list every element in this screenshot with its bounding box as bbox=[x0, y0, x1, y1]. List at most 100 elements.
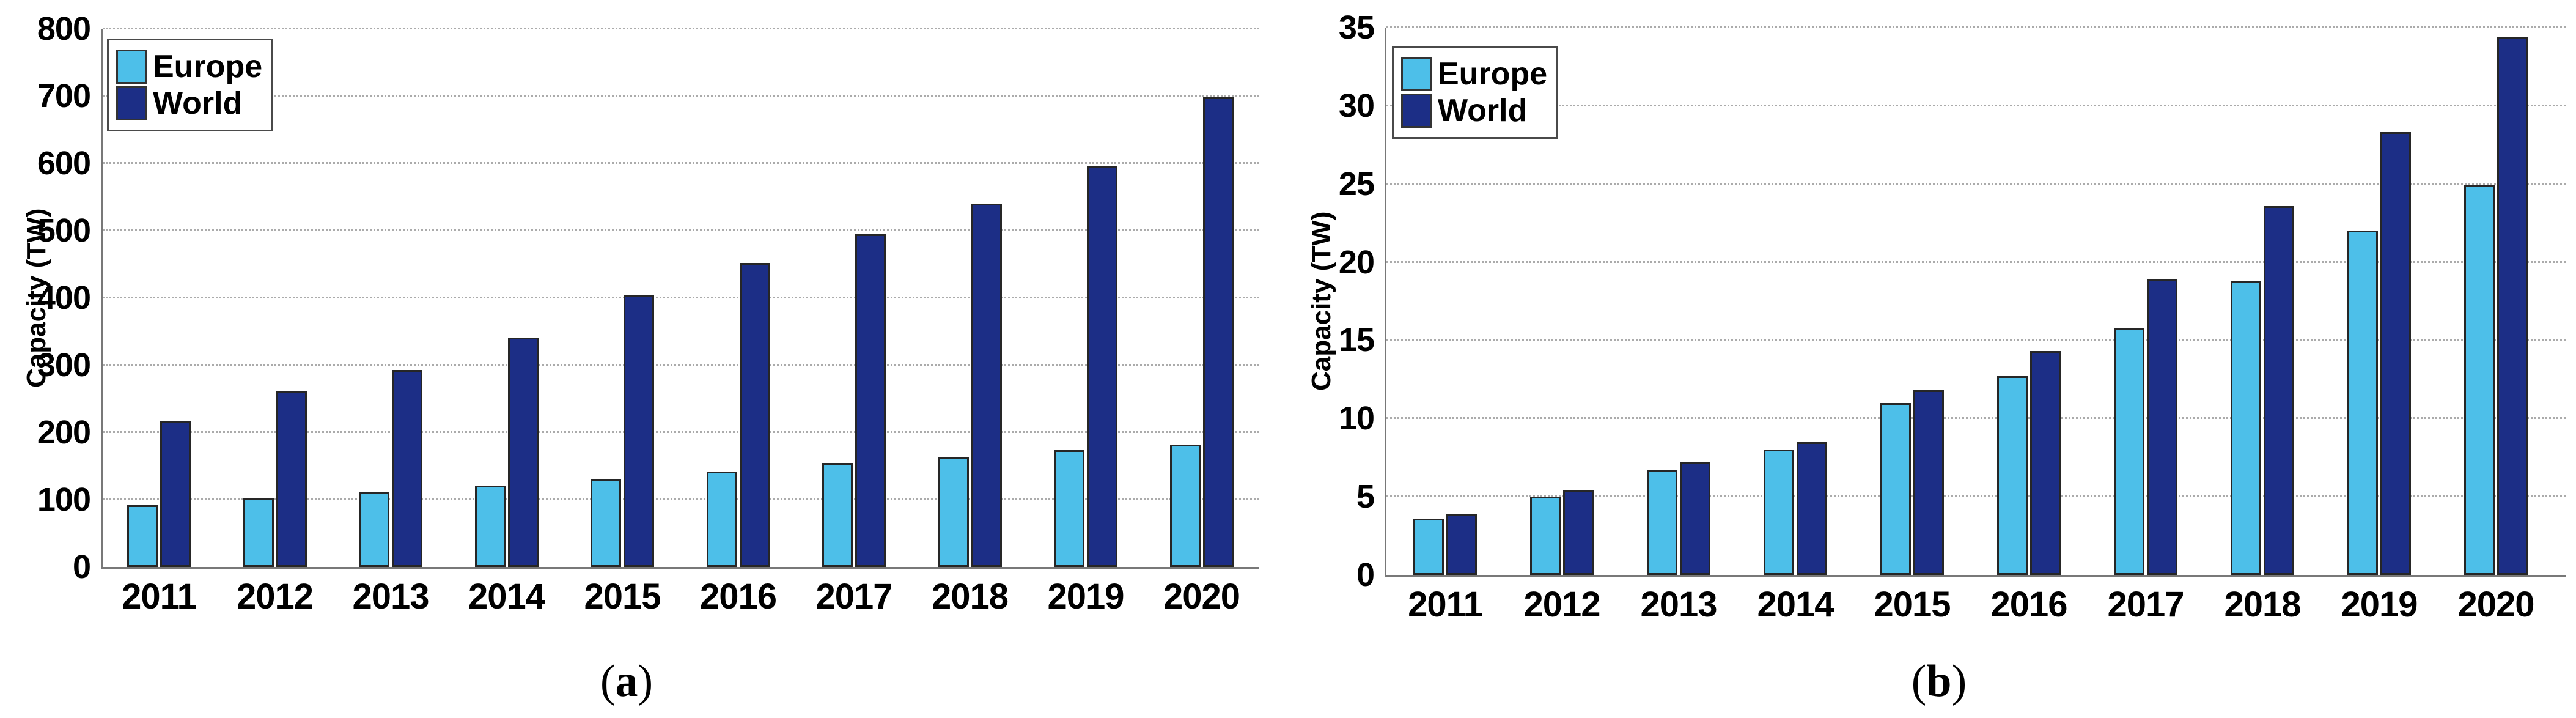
gridline-y-300 bbox=[103, 364, 1259, 366]
x-tick-label-2012: 2012 bbox=[236, 577, 314, 616]
x-axis-line bbox=[101, 567, 1259, 569]
bar-europe-2017 bbox=[822, 462, 853, 567]
bar-europe-2014 bbox=[474, 485, 506, 567]
bar-europe-2020 bbox=[2464, 185, 2495, 575]
y-tick-label-400: 400 bbox=[37, 279, 91, 316]
y-tick-label-800: 800 bbox=[37, 10, 91, 47]
legend-label-europe: Europe bbox=[1438, 56, 1548, 92]
gridline-y-25 bbox=[1386, 182, 2566, 185]
gridline-y-700 bbox=[103, 95, 1259, 97]
bar-world-2015 bbox=[1913, 390, 1944, 575]
bar-world-2016 bbox=[739, 262, 770, 567]
x-tick-label-2011: 2011 bbox=[1408, 585, 1483, 624]
legend-item-world: World bbox=[1401, 93, 1547, 128]
bar-europe-2013 bbox=[1647, 470, 1677, 575]
bar-world-2018 bbox=[971, 204, 1002, 567]
caption-open-paren: ( bbox=[1911, 656, 1927, 706]
bar-europe-2015 bbox=[1880, 402, 1911, 575]
bar-world-2016 bbox=[2030, 351, 2061, 575]
x-tick-label-2015: 2015 bbox=[1874, 585, 1951, 624]
y-axis-line bbox=[101, 29, 103, 569]
y-tick-label-5: 5 bbox=[1356, 478, 1375, 516]
gridline-y-35 bbox=[1386, 26, 2566, 28]
x-tick-label-2011: 2011 bbox=[122, 577, 197, 616]
caption-open-paren: ( bbox=[600, 656, 616, 706]
gridline-y-10 bbox=[1386, 417, 2566, 420]
bar-europe-2013 bbox=[359, 491, 389, 567]
x-tick-label-2013: 2013 bbox=[352, 577, 429, 616]
x-tick-label-2018: 2018 bbox=[2224, 585, 2301, 624]
gridline-y-100 bbox=[103, 498, 1259, 500]
x-tick-label-2019: 2019 bbox=[2341, 585, 2418, 624]
x-tick-label-2020: 2020 bbox=[1163, 577, 1240, 616]
bar-world-2014 bbox=[507, 337, 539, 567]
legend-label-world: World bbox=[1438, 93, 1528, 128]
bar-world-2020 bbox=[2497, 37, 2528, 575]
x-tick-label-2020: 2020 bbox=[2457, 585, 2534, 624]
legend-swatch-europe-icon bbox=[116, 50, 147, 84]
caption-letter: a bbox=[615, 656, 638, 706]
legend-swatch-europe-icon bbox=[1401, 57, 1432, 91]
caption-close-paren: ) bbox=[638, 656, 653, 706]
bar-europe-2012 bbox=[243, 497, 274, 567]
legend: Europe World bbox=[107, 39, 273, 131]
bar-world-2012 bbox=[276, 391, 307, 567]
y-tick-label-20: 20 bbox=[1338, 243, 1375, 281]
bar-world-2019 bbox=[2380, 132, 2411, 575]
x-tick-label-2016: 2016 bbox=[1990, 585, 2067, 624]
x-tick-label-2013: 2013 bbox=[1640, 585, 1717, 624]
plot-area: 0 100 200 300 400 500 600 700 800 2011 2012 2013 201… bbox=[37, 10, 1259, 616]
legend-item-world: World bbox=[116, 86, 262, 121]
x-tick-label-2014: 2014 bbox=[1757, 585, 1834, 624]
bar-europe-2011 bbox=[1413, 518, 1444, 575]
x-tick-label-2014: 2014 bbox=[468, 577, 545, 616]
gridline-y-400 bbox=[103, 297, 1259, 298]
bar-world-2011 bbox=[1446, 514, 1477, 575]
bar-europe-2012 bbox=[1530, 497, 1561, 575]
caption-close-paren: ) bbox=[1951, 656, 1967, 706]
y-tick-label-0: 0 bbox=[1356, 557, 1375, 593]
y-tick-label-15: 15 bbox=[1338, 322, 1375, 359]
bar-world-2012 bbox=[1563, 490, 1594, 575]
legend-label-world: World bbox=[153, 86, 243, 121]
bar-europe-2017 bbox=[2114, 327, 2144, 575]
y-tick-label-600: 600 bbox=[37, 145, 91, 182]
y-axis-line bbox=[1385, 28, 1386, 577]
chart-panel-a: Capacity (TW) 0 100 200 300 400 500 600 700 800 2… bbox=[21, 10, 1259, 708]
bar-world-2019 bbox=[1087, 166, 1117, 567]
legend-swatch-world-icon bbox=[1401, 94, 1432, 128]
bar-world-2020 bbox=[1202, 97, 1234, 567]
y-tick-label-10: 10 bbox=[1338, 400, 1375, 437]
gridline-y-20 bbox=[1386, 261, 2566, 263]
x-axis-line bbox=[1385, 575, 2566, 577]
bar-europe-2015 bbox=[591, 478, 621, 567]
x-tick-label-2019: 2019 bbox=[1047, 577, 1124, 616]
caption-a: (a) bbox=[600, 656, 653, 708]
gridline-y-500 bbox=[103, 229, 1259, 231]
legend-item-europe: Europe bbox=[116, 49, 262, 84]
gridline-y-800 bbox=[103, 28, 1259, 29]
y-tick-label-25: 25 bbox=[1338, 165, 1375, 202]
bar-europe-2020 bbox=[1169, 444, 1201, 567]
x-tick-label-2016: 2016 bbox=[699, 577, 777, 616]
bar-europe-2011 bbox=[127, 505, 158, 567]
chart-panel-b: Capacity (TW) 0 5 10 15 20 25 30 35 2011 2012 2013… bbox=[1288, 0, 2576, 718]
caption-letter: b bbox=[1926, 656, 1952, 706]
bar-europe-2016 bbox=[706, 471, 737, 567]
bar-world-2013 bbox=[392, 369, 422, 567]
y-tick-label-100: 100 bbox=[37, 481, 91, 518]
x-tick-label-2018: 2018 bbox=[931, 577, 1009, 616]
bar-world-2014 bbox=[1797, 442, 1827, 575]
x-tick-label-2012: 2012 bbox=[1523, 585, 1600, 624]
bar-europe-2019 bbox=[1054, 450, 1084, 567]
y-tick-label-35: 35 bbox=[1338, 9, 1375, 46]
legend-swatch-world-icon bbox=[116, 86, 147, 120]
legend-label-europe: Europe bbox=[153, 49, 263, 84]
y-tick-label-500: 500 bbox=[37, 212, 91, 249]
y-tick-label-700: 700 bbox=[37, 78, 91, 114]
bar-world-2017 bbox=[2147, 279, 2177, 575]
x-tick-label-2015: 2015 bbox=[584, 577, 661, 616]
gridline-y-5 bbox=[1386, 495, 2566, 498]
gridline-y-15 bbox=[1386, 339, 2566, 341]
